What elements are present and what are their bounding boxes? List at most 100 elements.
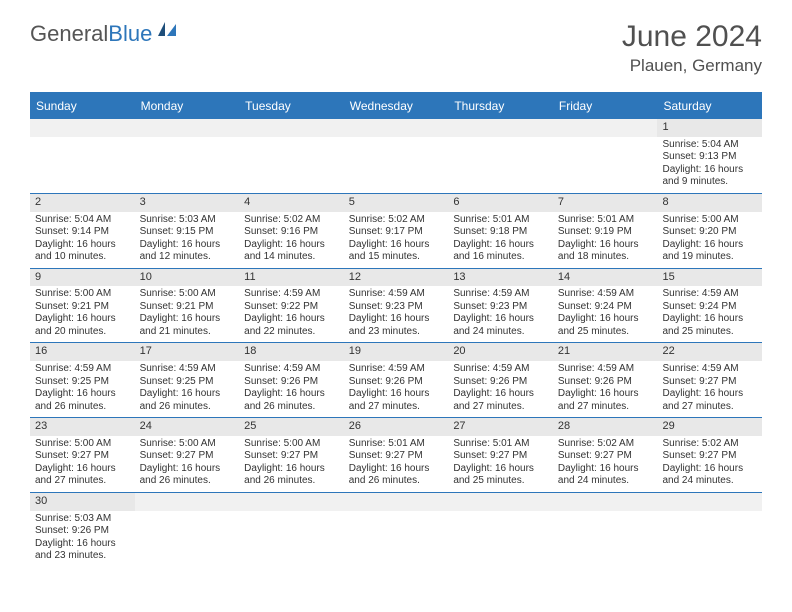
daylight1-text: Daylight: 16 hours — [349, 239, 444, 252]
day-number: 9 — [30, 269, 135, 287]
daylight2-text: and 26 minutes. — [349, 475, 444, 488]
day-number: 10 — [135, 269, 240, 287]
week-row: 23Sunrise: 5:00 AMSunset: 9:27 PMDayligh… — [30, 417, 762, 492]
daylight1-text: Daylight: 16 hours — [140, 239, 235, 252]
day-number: 25 — [239, 418, 344, 436]
week-row: 2Sunrise: 5:04 AMSunset: 9:14 PMDaylight… — [30, 193, 762, 268]
sunset-text: Sunset: 9:27 PM — [35, 450, 130, 463]
day-cell: 27Sunrise: 5:01 AMSunset: 9:27 PMDayligh… — [448, 418, 553, 492]
sunrise-text: Sunrise: 4:59 AM — [349, 363, 444, 376]
sunrise-text: Sunrise: 5:00 AM — [140, 438, 235, 451]
sunrise-text: Sunrise: 4:59 AM — [453, 288, 548, 301]
daylight2-text: and 25 minutes. — [453, 475, 548, 488]
daylight1-text: Daylight: 16 hours — [244, 313, 339, 326]
day-cell — [344, 119, 449, 193]
day-cell: 21Sunrise: 4:59 AMSunset: 9:26 PMDayligh… — [553, 343, 658, 417]
daylight2-text: and 24 minutes. — [558, 475, 653, 488]
day-number: 26 — [344, 418, 449, 436]
daylight1-text: Daylight: 16 hours — [558, 463, 653, 476]
day-cell: 23Sunrise: 5:00 AMSunset: 9:27 PMDayligh… — [30, 418, 135, 492]
day-info: Sunrise: 5:03 AMSunset: 9:15 PMDaylight:… — [135, 212, 240, 268]
day-info: Sunrise: 5:01 AMSunset: 9:27 PMDaylight:… — [448, 436, 553, 492]
sunset-text: Sunset: 9:24 PM — [662, 301, 757, 314]
sunrise-text: Sunrise: 4:59 AM — [662, 288, 757, 301]
day-cell: 14Sunrise: 4:59 AMSunset: 9:24 PMDayligh… — [553, 269, 658, 343]
daylight1-text: Daylight: 16 hours — [140, 463, 235, 476]
sunrise-text: Sunrise: 5:01 AM — [453, 214, 548, 227]
sunset-text: Sunset: 9:26 PM — [349, 376, 444, 389]
day-cell — [239, 493, 344, 567]
sunset-text: Sunset: 9:23 PM — [349, 301, 444, 314]
day-number-blank — [553, 493, 658, 511]
daylight2-text: and 22 minutes. — [244, 326, 339, 339]
day-cell: 22Sunrise: 4:59 AMSunset: 9:27 PMDayligh… — [657, 343, 762, 417]
daylight1-text: Daylight: 16 hours — [35, 313, 130, 326]
day-number: 30 — [30, 493, 135, 511]
sunset-text: Sunset: 9:13 PM — [662, 151, 757, 164]
day-cell: 19Sunrise: 4:59 AMSunset: 9:26 PMDayligh… — [344, 343, 449, 417]
sunset-text: Sunset: 9:26 PM — [244, 376, 339, 389]
day-cell — [30, 119, 135, 193]
day-info: Sunrise: 4:59 AMSunset: 9:26 PMDaylight:… — [448, 361, 553, 417]
month-title: June 2024 — [622, 20, 762, 54]
logo: GeneralBlue — [30, 20, 178, 47]
daylight2-text: and 27 minutes. — [349, 401, 444, 414]
sunrise-text: Sunrise: 5:00 AM — [35, 438, 130, 451]
day-info: Sunrise: 4:59 AMSunset: 9:26 PMDaylight:… — [344, 361, 449, 417]
day-number-blank — [135, 493, 240, 511]
day-number: 14 — [553, 269, 658, 287]
daylight1-text: Daylight: 16 hours — [349, 463, 444, 476]
day-cell: 16Sunrise: 4:59 AMSunset: 9:25 PMDayligh… — [30, 343, 135, 417]
day-cell — [135, 119, 240, 193]
day-info: Sunrise: 5:01 AMSunset: 9:19 PMDaylight:… — [553, 212, 658, 268]
daylight2-text: and 21 minutes. — [140, 326, 235, 339]
day-info: Sunrise: 4:59 AMSunset: 9:25 PMDaylight:… — [30, 361, 135, 417]
daylight1-text: Daylight: 16 hours — [35, 239, 130, 252]
day-cell: 7Sunrise: 5:01 AMSunset: 9:19 PMDaylight… — [553, 194, 658, 268]
daylight2-text: and 18 minutes. — [558, 251, 653, 264]
daylight1-text: Daylight: 16 hours — [244, 463, 339, 476]
daylight2-text: and 16 minutes. — [453, 251, 548, 264]
daylight2-text: and 20 minutes. — [35, 326, 130, 339]
day-number-blank — [239, 119, 344, 137]
sunset-text: Sunset: 9:20 PM — [662, 226, 757, 239]
day-number: 5 — [344, 194, 449, 212]
day-cell — [344, 493, 449, 567]
day-info: Sunrise: 5:02 AMSunset: 9:27 PMDaylight:… — [657, 436, 762, 492]
sunset-text: Sunset: 9:17 PM — [349, 226, 444, 239]
daylight1-text: Daylight: 16 hours — [349, 388, 444, 401]
sunrise-text: Sunrise: 5:04 AM — [35, 214, 130, 227]
day-info: Sunrise: 5:04 AMSunset: 9:13 PMDaylight:… — [657, 137, 762, 193]
day-number: 7 — [553, 194, 658, 212]
daylight1-text: Daylight: 16 hours — [558, 313, 653, 326]
daylight2-text: and 24 minutes. — [453, 326, 548, 339]
day-cell: 13Sunrise: 4:59 AMSunset: 9:23 PMDayligh… — [448, 269, 553, 343]
daylight1-text: Daylight: 16 hours — [35, 388, 130, 401]
daylight2-text: and 26 minutes. — [35, 401, 130, 414]
sunset-text: Sunset: 9:27 PM — [558, 450, 653, 463]
day-number: 13 — [448, 269, 553, 287]
day-number-blank — [239, 493, 344, 511]
day-info: Sunrise: 5:00 AMSunset: 9:21 PMDaylight:… — [135, 286, 240, 342]
day-info: Sunrise: 4:59 AMSunset: 9:26 PMDaylight:… — [239, 361, 344, 417]
daylight1-text: Daylight: 16 hours — [453, 388, 548, 401]
daylight2-text: and 27 minutes. — [662, 401, 757, 414]
daylight1-text: Daylight: 16 hours — [558, 388, 653, 401]
sunset-text: Sunset: 9:21 PM — [35, 301, 130, 314]
day-number-blank — [344, 493, 449, 511]
daylight2-text: and 26 minutes. — [244, 475, 339, 488]
logo-text-main: General — [30, 21, 108, 47]
day-number-blank — [448, 493, 553, 511]
header: GeneralBlue June 2024 Plauen, Germany — [0, 0, 792, 84]
day-header: Friday — [553, 94, 658, 119]
day-cell: 8Sunrise: 5:00 AMSunset: 9:20 PMDaylight… — [657, 194, 762, 268]
sunset-text: Sunset: 9:24 PM — [558, 301, 653, 314]
sunrise-text: Sunrise: 4:59 AM — [453, 363, 548, 376]
title-block: June 2024 Plauen, Germany — [622, 20, 762, 76]
day-info: Sunrise: 5:00 AMSunset: 9:20 PMDaylight:… — [657, 212, 762, 268]
day-number-blank — [553, 119, 658, 137]
daylight1-text: Daylight: 16 hours — [35, 463, 130, 476]
day-cell: 24Sunrise: 5:00 AMSunset: 9:27 PMDayligh… — [135, 418, 240, 492]
day-info: Sunrise: 5:00 AMSunset: 9:27 PMDaylight:… — [135, 436, 240, 492]
day-info: Sunrise: 5:00 AMSunset: 9:27 PMDaylight:… — [239, 436, 344, 492]
